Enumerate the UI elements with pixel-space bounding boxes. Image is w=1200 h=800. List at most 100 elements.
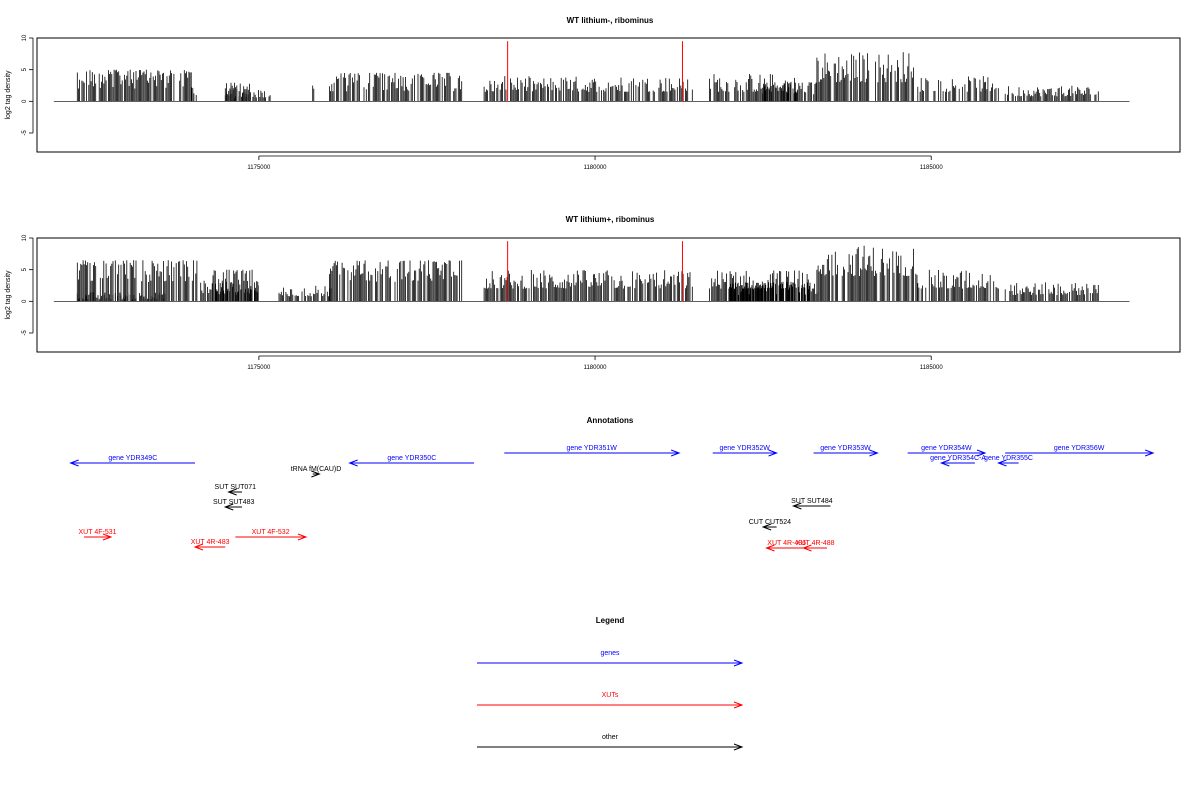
- feature-label: gene YDR355C: [984, 455, 1033, 462]
- annotation-feature: gene YDR354W: [907, 445, 987, 457]
- y-tick-label: 5: [22, 267, 28, 271]
- y-tick-label: 10: [22, 34, 28, 41]
- feature-arrowhead: [761, 523, 772, 531]
- annotations-title: Annotations: [587, 416, 634, 425]
- feature-label: gene YDR352W: [719, 445, 770, 452]
- feature-label: XUT 4R-486: [767, 540, 806, 547]
- feature-label: gene YDR351W: [566, 445, 617, 452]
- panel-2-frame: [36, 237, 1181, 353]
- feature-label: gene YDR354C-A: [930, 455, 986, 462]
- panel-2-title: WT lithium+, ribominus: [566, 215, 655, 224]
- feature-arrowhead: [791, 502, 802, 510]
- feature-arrowhead: [997, 459, 1007, 467]
- feature-arrowhead: [869, 449, 879, 457]
- feature-arrowhead: [69, 459, 79, 467]
- feature-arrowhead: [223, 503, 234, 511]
- feature-arrowhead: [297, 533, 308, 541]
- legend-label: other: [602, 734, 619, 741]
- feature-arrowhead: [193, 543, 204, 551]
- feature-arrowhead: [227, 488, 237, 496]
- panel-2: WT lithium+, ribominus -5 0 5 10 1175000 118…: [5, 215, 1181, 371]
- feature-arrowhead: [733, 743, 744, 751]
- y-tick-label: 10: [22, 234, 28, 241]
- feature-label: CUT CUT524: [749, 519, 791, 526]
- feature-arrowhead: [311, 470, 321, 478]
- legend-label: XUTs: [602, 692, 619, 699]
- annotation-feature: XUT 4R-486: [765, 540, 807, 552]
- feature-label: gene YDR349C: [108, 455, 157, 462]
- annotation-feature: SUT SUT483: [213, 499, 255, 511]
- feature-arrowhead: [733, 701, 744, 709]
- feature-label: gene YDR353W: [820, 445, 871, 452]
- annotation-feature: gene YDR354C-A: [930, 455, 986, 467]
- y-tick-label: -5: [22, 130, 28, 136]
- feature-label: SUT SUT071: [215, 484, 257, 491]
- feature-arrowhead: [802, 544, 812, 552]
- feature-arrowhead: [670, 449, 681, 457]
- x-tick-label: 1175000: [247, 165, 271, 171]
- feature-label: gene YDR356W: [1054, 445, 1105, 452]
- feature-arrowhead: [1144, 449, 1155, 457]
- feature-arrowhead: [733, 659, 744, 667]
- feature-label: XUT 4F-532: [252, 529, 290, 536]
- panel-1-tracks: [53, 41, 1130, 102]
- legend-item-other: other: [477, 734, 744, 751]
- legend-item-genes: genes: [477, 650, 744, 667]
- feature-arrowhead: [348, 459, 358, 467]
- panel-1: WT lithium-, ribominus -5 0 5 10 1175000 118…: [5, 16, 1181, 171]
- annotation-feature: gene YDR351W: [504, 445, 681, 457]
- y-tick-label: -5: [22, 330, 28, 336]
- x-tick-label: 1180000: [584, 165, 608, 171]
- annotation-feature: gene YDR355C: [984, 455, 1033, 467]
- feature-label: SUT SUT484: [791, 498, 833, 505]
- legend: Legend genes XUTs other: [477, 616, 744, 751]
- panel-1-ylabel: log2 tag density: [5, 70, 12, 120]
- feature-label: gene YDR350C: [387, 455, 436, 462]
- feature-label: XUT 4F-531: [79, 529, 117, 536]
- panel-1-title: WT lithium-, ribominus: [567, 16, 654, 25]
- annotation-feature: SUT SUT484: [791, 498, 833, 510]
- x-tick-label: 1180000: [584, 365, 608, 371]
- y-tick-label: 0: [22, 99, 28, 103]
- annotation-feature: XUT 4R-483: [191, 539, 230, 551]
- annotation-feature: gene YDR350C: [348, 455, 475, 467]
- x-tick-label: 1185000: [920, 365, 944, 371]
- annotation-feature: gene YDR356W: [1005, 445, 1155, 457]
- feature-arrowhead: [768, 449, 779, 457]
- annotation-feature: XUT 4F-532: [235, 529, 308, 541]
- annotation-feature: XUT 4R-488: [796, 540, 835, 552]
- panel-2-ylabel: log2 tag density: [5, 270, 12, 320]
- legend-items: genes XUTs other: [477, 650, 744, 751]
- legend-item-XUTs: XUTs: [477, 692, 744, 709]
- feature-label: SUT SUT483: [213, 499, 255, 506]
- panel-1-frame: [36, 37, 1181, 153]
- annotation-feature: SUT SUT071: [215, 484, 257, 496]
- panel-2-tracks: [53, 241, 1130, 302]
- feature-arrowhead: [102, 533, 113, 541]
- feature-arrowhead: [976, 449, 987, 457]
- panel-1-yaxis: -5 0 5 10: [22, 34, 34, 136]
- annotation-feature: gene YDR353W: [813, 445, 879, 457]
- annotation-feature: gene YDR352W: [712, 445, 779, 457]
- feature-arrowhead: [765, 544, 775, 552]
- feature-label: XUT 4R-488: [796, 540, 835, 547]
- panel-1-xaxis: 1175000 1180000 1185000: [247, 155, 944, 171]
- feature-label: gene YDR354W: [921, 445, 972, 452]
- panel-2-xaxis: 1175000 1180000 1185000: [247, 355, 944, 371]
- annotation-feature: CUT CUT524: [749, 519, 791, 531]
- y-tick-label: 5: [22, 67, 28, 71]
- annotation-feature: tRNA fM(CAU)D: [291, 466, 342, 478]
- legend-label: genes: [600, 650, 620, 657]
- feature-label: tRNA fM(CAU)D: [291, 466, 342, 473]
- panel-2-yaxis: -5 0 5 10: [22, 234, 34, 336]
- feature-arrowhead: [939, 459, 950, 467]
- feature-label: XUT 4R-483: [191, 539, 230, 546]
- annotation-feature: gene YDR349C: [69, 455, 196, 467]
- x-tick-label: 1185000: [920, 165, 944, 171]
- y-tick-label: 0: [22, 299, 28, 303]
- x-tick-label: 1175000: [247, 365, 271, 371]
- annotation-features: gene YDR349C tRNA fM(CAU)D gene YDR350C gen…: [69, 445, 1155, 552]
- legend-title: Legend: [596, 616, 625, 625]
